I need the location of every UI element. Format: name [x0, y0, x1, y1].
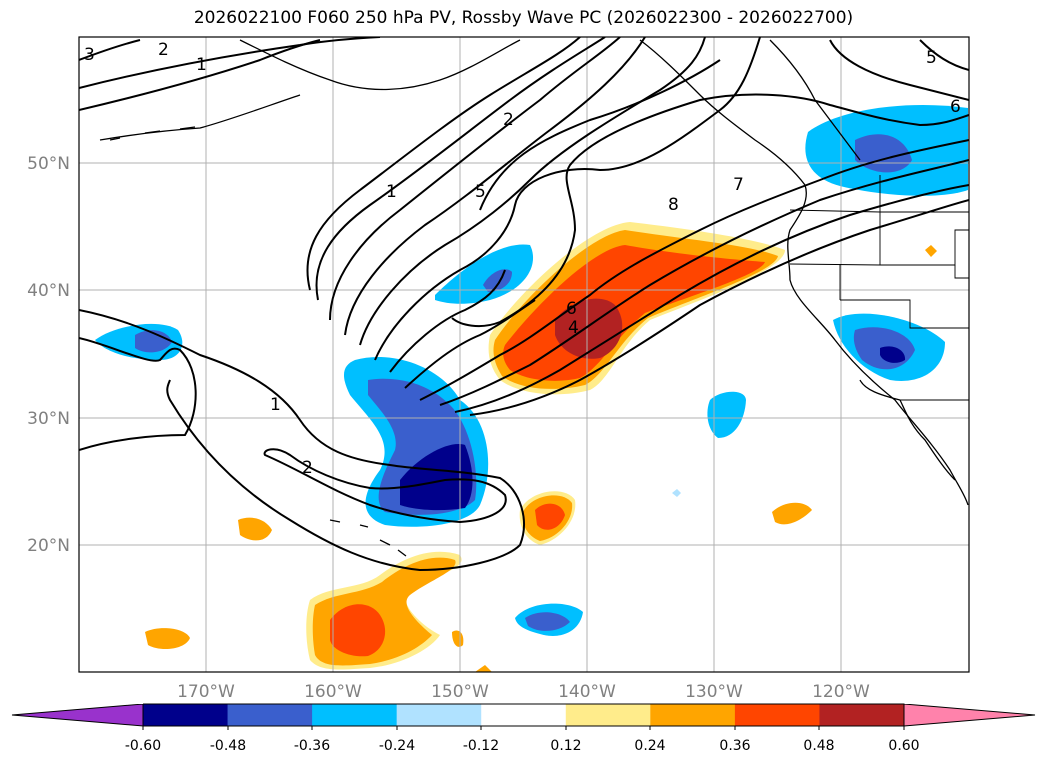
map-title: 2026022100 F060 250 hPa PV, Rossby Wave … — [193, 8, 854, 28]
colorbar-tick-label: 0.36 — [719, 738, 750, 754]
contour-label: 5 — [475, 182, 486, 202]
lon-labels: 170°W 160°W 150°W 140°W 130°W 120°W — [177, 682, 870, 702]
colorbar-outline — [11, 703, 1036, 727]
lon-label-120w: 120°W — [812, 682, 870, 702]
lon-label-130w: 130°W — [685, 682, 743, 702]
colorbar-tick-label: -0.48 — [210, 738, 246, 754]
colorbar-extend-max — [904, 704, 1035, 726]
colorbar-segment — [650, 704, 736, 726]
colorbar-tick-label: -0.36 — [294, 738, 330, 754]
contour-label: 1 — [270, 395, 281, 415]
colorbar-tick-label: 0.60 — [888, 738, 919, 754]
lon-label-150w: 150°W — [431, 682, 489, 702]
colorbar-segment — [312, 704, 398, 726]
colorbar-segment — [227, 704, 313, 726]
colorbar-tick-label: 0.48 — [803, 738, 834, 754]
contour-label: 1 — [196, 55, 207, 75]
positive-anomaly-fills — [145, 222, 937, 672]
pv-contours — [79, 37, 969, 572]
contour-label: 6 — [566, 299, 577, 319]
lat-label-50n: 50°N — [27, 154, 70, 174]
colorbar-tick-label: 0.24 — [634, 738, 665, 754]
contour-label: 8 — [668, 195, 679, 215]
lat-labels: 50°N 40°N 30°N 20°N — [27, 154, 70, 556]
colorbar-tick-label: -0.12 — [463, 738, 499, 754]
colorbar-tick-label: 0.12 — [550, 738, 581, 754]
contour-label: 5 — [926, 48, 937, 68]
colorbar-segment — [143, 704, 229, 726]
colorbar-segment — [819, 704, 905, 726]
lon-label-160w: 160°W — [304, 682, 362, 702]
colorbar-extend-min — [12, 704, 143, 726]
contour-label: 7 — [733, 175, 744, 195]
lon-label-170w: 170°W — [177, 682, 235, 702]
lat-label-30n: 30°N — [27, 409, 70, 429]
colorbar-segment — [481, 704, 567, 726]
contour-label: 4 — [568, 318, 579, 338]
borders — [789, 175, 969, 401]
colorbar-tick-label: -0.60 — [125, 738, 161, 754]
colorbar: -0.60 -0.48 -0.36 -0.24 -0.12 0.12 0.24 0.36 0.4… — [11, 703, 1036, 754]
contour-label: 1 — [386, 182, 397, 202]
contour-label: 2 — [302, 458, 313, 478]
contour-label: 2 — [158, 40, 169, 60]
contour-labels: 3 2 1 2 1 5 8 7 6 5 6 4 1 2 — [84, 40, 961, 478]
colorbar-segment — [734, 704, 820, 726]
lat-label-40n: 40°N — [27, 281, 70, 301]
colorbar-segment — [396, 704, 482, 726]
colorbar-tick-label: -0.24 — [379, 738, 415, 754]
contour-label: 2 — [503, 110, 514, 130]
lon-label-140w: 140°W — [558, 682, 616, 702]
contour-label: 6 — [950, 97, 961, 117]
colorbar-segment — [565, 704, 651, 726]
contour-label: 3 — [84, 45, 95, 65]
coastlines — [99, 39, 969, 557]
lat-label-20n: 20°N — [27, 536, 70, 556]
map-border — [78, 36, 970, 673]
